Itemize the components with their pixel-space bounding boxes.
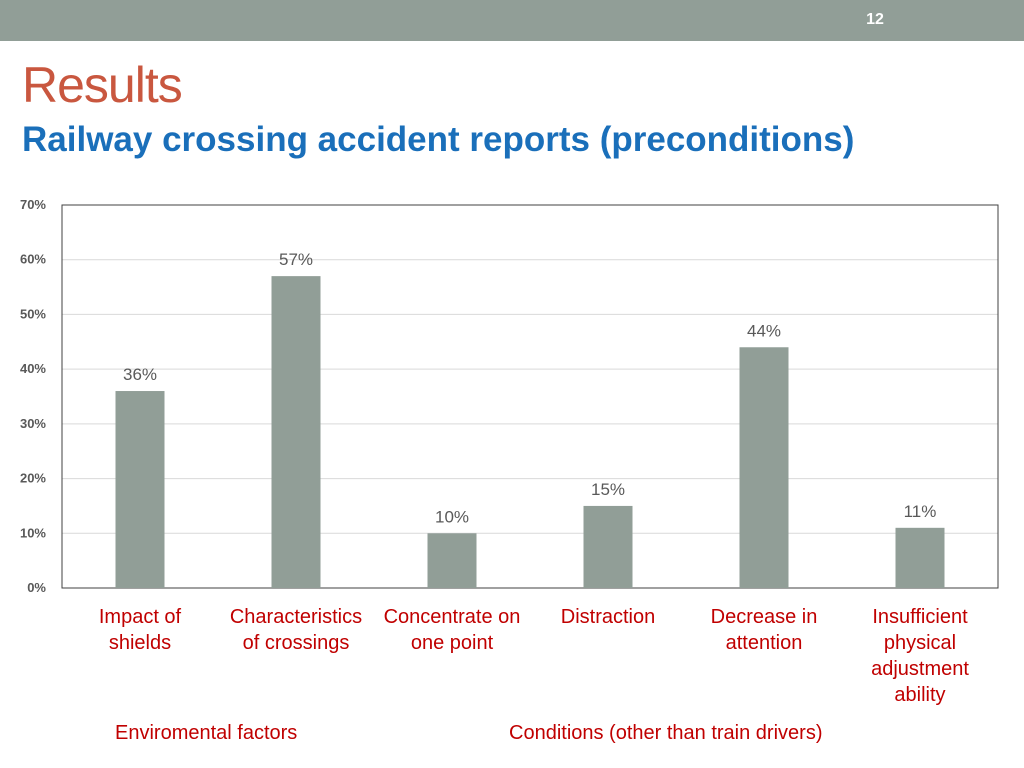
- group-label-environmental: Enviromental factors: [115, 722, 298, 744]
- bar: [739, 347, 789, 588]
- category-label: shields: [109, 632, 171, 654]
- bar: [583, 505, 633, 588]
- category-label: Insufficient: [872, 606, 968, 628]
- data-label: 57%: [279, 250, 313, 269]
- bar: [115, 391, 165, 588]
- data-label: 15%: [591, 480, 625, 499]
- y-tick-label: 10%: [20, 525, 46, 540]
- data-label: 44%: [747, 321, 781, 340]
- group-label-conditions: Conditions (other than train drivers): [509, 722, 823, 744]
- category-label: Decrease in: [711, 606, 818, 628]
- category-label: of crossings: [243, 632, 350, 654]
- category-label: Concentrate on: [384, 606, 521, 628]
- category-label: ability: [894, 684, 945, 706]
- y-tick-label: 20%: [20, 471, 46, 486]
- category-label: attention: [726, 632, 803, 654]
- category-label: adjustment: [871, 658, 969, 680]
- slide-title: Results: [22, 57, 183, 113]
- slide-number: 12: [866, 11, 884, 28]
- data-label: 36%: [123, 365, 157, 384]
- bar: [271, 276, 321, 588]
- top-band: [0, 0, 1024, 41]
- slide-subtitle: Railway crossing accident reports (preco…: [22, 120, 855, 159]
- y-tick-label: 30%: [20, 416, 46, 431]
- category-label: Distraction: [561, 606, 655, 628]
- category-label: one point: [411, 632, 494, 654]
- y-tick-label: 50%: [20, 306, 46, 321]
- bar: [895, 527, 945, 588]
- y-tick-label: 0%: [27, 580, 46, 595]
- category-label: physical: [884, 632, 956, 654]
- data-label: 10%: [435, 507, 469, 526]
- bar: [427, 533, 477, 588]
- y-tick-label: 60%: [20, 252, 46, 267]
- category-label: Impact of: [99, 606, 182, 628]
- data-label: 11%: [904, 502, 937, 521]
- y-tick-label: 40%: [20, 361, 46, 376]
- plot-area-border: [61, 204, 999, 589]
- y-tick-label: 70%: [20, 197, 46, 212]
- category-label: Characteristics: [230, 606, 362, 628]
